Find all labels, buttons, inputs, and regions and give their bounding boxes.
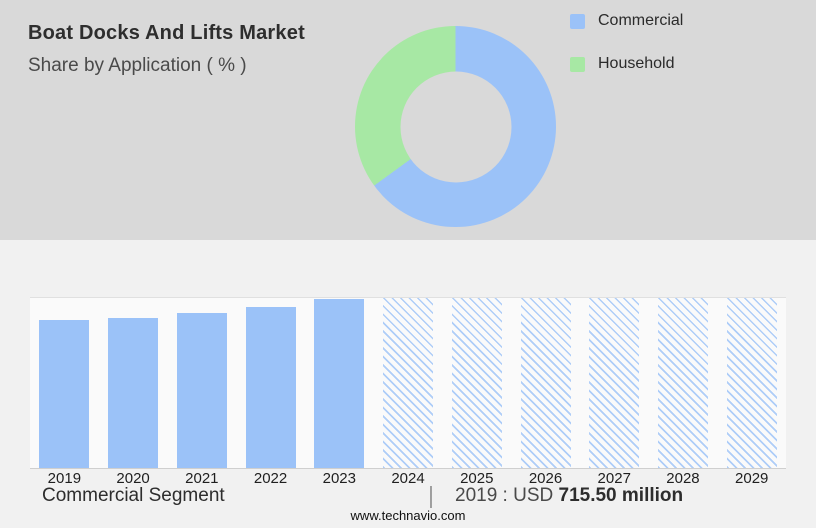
- legend-item-commercial: Commercial: [570, 12, 683, 30]
- forecast-bar: [726, 298, 777, 468]
- x-axis-label: 2025: [460, 470, 494, 487]
- x-axis-label: 2024: [391, 470, 425, 487]
- bar: [314, 299, 365, 468]
- separator: |: [428, 482, 434, 508]
- x-axis-label: 2027: [597, 470, 631, 487]
- x-axis-label: 2022: [253, 470, 288, 487]
- legend: Commercial Household: [570, 12, 683, 98]
- bar-slot: [374, 298, 443, 468]
- bar-plot: [30, 297, 786, 469]
- website-text: www.technavio.com: [350, 508, 466, 523]
- bar: [176, 312, 227, 468]
- footer: Commercial Segment | 2019 : USD 715.50 m…: [0, 482, 816, 509]
- segment-label: Commercial Segment: [42, 485, 225, 506]
- header-panel: Boat Docks And Lifts Market Share by App…: [0, 0, 816, 240]
- forecast-bar: [657, 298, 708, 468]
- bar: [245, 306, 296, 468]
- bar-slot: [511, 298, 580, 468]
- value-amount: 715.50 million: [558, 485, 684, 506]
- bar-slot: [580, 298, 649, 468]
- legend-item-household: Household: [570, 55, 683, 73]
- x-axis-label: 2019: [47, 470, 82, 487]
- value-text: 2019 : USD 715.50 million: [455, 485, 683, 507]
- x-axis-label: 2021: [185, 470, 219, 487]
- legend-label-commercial: Commercial: [598, 12, 684, 29]
- forecast-bar: [520, 298, 571, 468]
- legend-swatch-commercial-icon: [570, 13, 585, 29]
- x-axis-label: 2023: [322, 470, 356, 487]
- chart-title: Boat Docks And Lifts Market: [28, 22, 305, 44]
- bar-slot: [30, 298, 99, 468]
- x-axis-label: 2026: [528, 470, 563, 487]
- x-axis-labels: 2019 2020 2021 2022 2023 2024 2025 2026 2027 2028…: [30, 470, 786, 487]
- x-axis-label: 2029: [735, 470, 769, 487]
- legend-swatch-household-icon: [570, 56, 585, 72]
- x-axis-label: 2020: [116, 470, 150, 487]
- legend-label-household: Household: [598, 55, 675, 72]
- bar-slot: [305, 298, 374, 468]
- bar-slot: [99, 298, 168, 468]
- x-axis-label: 2028: [666, 470, 700, 487]
- value-prefix: 2019 : USD: [455, 485, 554, 506]
- bar-slot: [442, 298, 511, 468]
- forecast-bar: [451, 298, 502, 468]
- bar: [39, 319, 90, 468]
- bar-slot: [236, 298, 305, 468]
- forecast-bar: [383, 298, 434, 468]
- donut-chart: [355, 26, 556, 227]
- bar-slot: [167, 298, 236, 468]
- chart-subtitle: Share by Application ( % ): [28, 55, 247, 76]
- bar-slot: [649, 298, 718, 468]
- bar-slot: [717, 298, 786, 468]
- forecast-bar: [589, 298, 640, 468]
- bar: [108, 318, 159, 468]
